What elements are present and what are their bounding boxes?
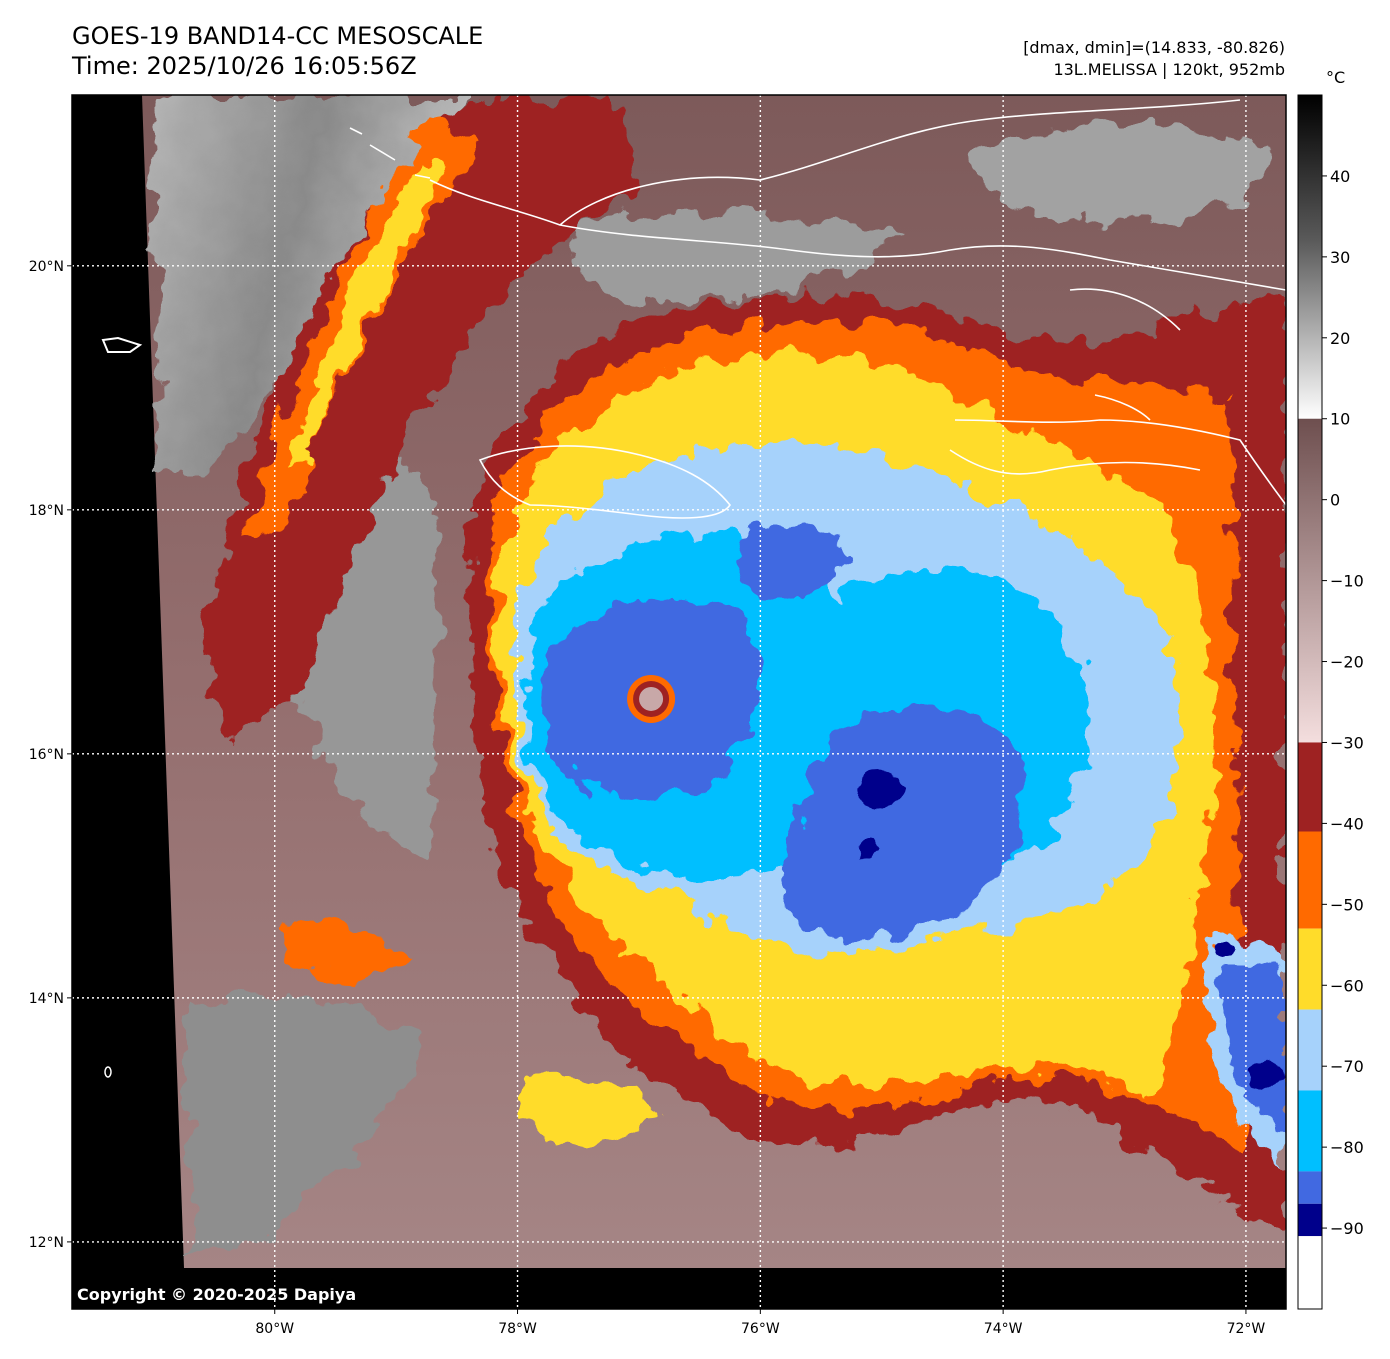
coldest-cloud-tops [858, 772, 1283, 1089]
island-outline [104, 1066, 112, 1078]
cloud-shield [206, 100, 1286, 1230]
colorbar-band [1298, 928, 1322, 1010]
colorbar-band [1298, 831, 1322, 929]
longitude-labels: 80°W 78°W 76°W 74°W 72°W [255, 1309, 1265, 1337]
coastlines [349, 99, 1286, 1309]
map-frame [71, 94, 1287, 1310]
latitude-labels: 20°N 18°N 16°N 14°N 12°N [29, 259, 72, 1251]
page-title: GOES-19 BAND14-CC MESOSCALE [72, 22, 484, 50]
satellite-imagery [72, 95, 1286, 1309]
colorbar-tick-label: −40 [1330, 814, 1364, 833]
storm-eye [627, 674, 676, 723]
colorbar-band [1298, 1203, 1322, 1237]
colorbar-tick-label: 40 [1330, 167, 1350, 186]
colorbar-tick-label: 30 [1330, 248, 1350, 267]
colorbar-band [1298, 418, 1322, 743]
copyright-text: Copyright © 2020-2025 Dapiya [77, 1285, 356, 1304]
island-outline [101, 336, 143, 353]
lat-label: 14°N [29, 991, 64, 1007]
timestamp: Time: 2025/10/26 16:05:56Z [72, 52, 417, 80]
colorbar-tick-label: 10 [1330, 410, 1350, 429]
colorbar-band [1298, 1171, 1322, 1204]
colorbar-band [1298, 742, 1322, 832]
lon-label: 80°W [255, 1321, 294, 1337]
colorbar-tick-label: 0 [1330, 491, 1340, 510]
colorbar-tick-label: −80 [1330, 1138, 1364, 1157]
colorbar-tick-label: −50 [1330, 895, 1364, 914]
lon-label: 74°W [984, 1321, 1023, 1337]
lat-label: 18°N [29, 503, 64, 519]
colorbar-tick-label: −20 [1330, 653, 1364, 672]
colorbar-unit: °C [1326, 68, 1346, 87]
colorbar-ticks: 40 30 20 10 0 −10 −20 −30 −40 −50 −60 −70 −80 −90 [1322, 167, 1364, 1238]
lon-label: 78°W [498, 1321, 537, 1337]
lat-label: 16°N [29, 747, 64, 763]
lat-label: 12°N [29, 1235, 64, 1251]
copyright-strip [72, 1268, 1286, 1309]
colorbar-tick-label: −90 [1330, 1219, 1364, 1238]
lon-label: 72°W [1227, 1321, 1266, 1337]
colorbar-tick-label: −60 [1330, 976, 1364, 995]
colorbar [1298, 95, 1322, 1309]
colorbar-band [1298, 1090, 1322, 1172]
dmax-dmin-readout: [dmax, dmin]=(14.833, -80.826) [1023, 38, 1285, 57]
colorbar-band [1298, 1236, 1322, 1309]
storm-info: 13L.MELISSA | 120kt, 952mb [1053, 60, 1285, 79]
colorbar-tick-label: −70 [1330, 1057, 1364, 1076]
colorbar-tick-label: −10 [1330, 572, 1364, 591]
colorbar-frame [1297, 94, 1323, 1310]
colorbar-tick-label: 20 [1330, 329, 1350, 348]
lat-label: 20°N [29, 259, 64, 275]
lon-label: 76°W [741, 1321, 780, 1337]
colorbar-band [1298, 95, 1322, 419]
colorbar-tick-label: −30 [1330, 733, 1364, 752]
graticule [72, 95, 1286, 1309]
colorbar-band [1298, 1009, 1322, 1091]
